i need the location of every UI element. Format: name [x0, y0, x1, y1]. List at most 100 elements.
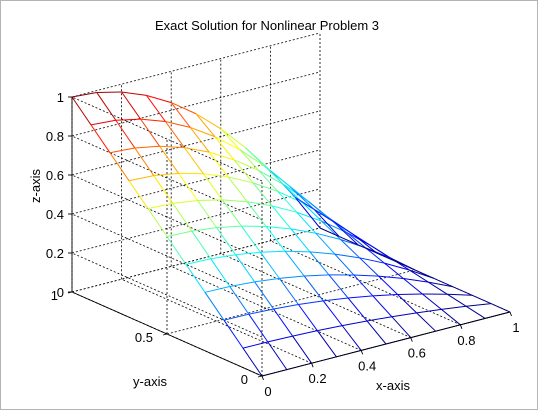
surface-line — [170, 102, 191, 128]
surface-line — [260, 250, 286, 253]
surface-line — [254, 277, 280, 283]
surface-line — [313, 209, 334, 222]
x-tick — [410, 337, 413, 342]
surface-line — [292, 330, 318, 337]
surface-line — [465, 305, 486, 319]
surface-line — [121, 91, 147, 96]
surface-line — [317, 325, 343, 332]
surface-line — [195, 113, 222, 130]
grid-line — [71, 174, 263, 260]
surface-line — [248, 313, 269, 343]
surface-line — [296, 211, 322, 222]
surface-line — [214, 136, 235, 161]
surface-line — [359, 257, 385, 264]
surface-line — [397, 293, 423, 296]
surface-line — [229, 286, 250, 315]
surface-line — [228, 176, 254, 184]
surface-line — [351, 233, 372, 247]
surface-line — [145, 95, 166, 122]
surface-line — [391, 316, 412, 338]
surface-line — [296, 211, 317, 234]
surface-line — [147, 202, 173, 210]
surface-line — [115, 118, 141, 121]
surface-line — [313, 209, 340, 237]
surface-line — [309, 251, 335, 255]
surface-line — [172, 199, 198, 204]
surface-line — [190, 126, 216, 138]
grid-line — [171, 266, 362, 351]
grid-line — [166, 269, 416, 335]
surface-line — [214, 136, 241, 151]
x-tick — [261, 375, 264, 381]
surface-line — [184, 147, 210, 153]
surface-line — [220, 128, 246, 149]
surface-line — [452, 286, 473, 296]
surface-line — [416, 312, 436, 332]
y-tick-label: 1 — [51, 288, 58, 303]
surface-line — [239, 149, 260, 171]
surface-line — [242, 341, 268, 349]
surface-line — [308, 201, 328, 218]
surface-line — [165, 121, 191, 128]
surface-line — [191, 227, 217, 232]
y-axis-label: y-axis — [133, 374, 167, 389]
surface-line — [346, 231, 366, 249]
x-tick-label: 0.6 — [408, 346, 426, 361]
surface-line — [471, 294, 492, 305]
surface-line — [239, 149, 265, 167]
surface-line — [227, 176, 248, 203]
surface-line — [359, 257, 379, 277]
surface-line — [166, 230, 192, 237]
surface-line — [366, 316, 392, 322]
grid-line — [71, 149, 321, 215]
surface-line — [235, 251, 261, 256]
surface-line — [191, 230, 212, 260]
grid-line — [270, 240, 461, 326]
surface-line — [208, 151, 229, 178]
surface-line — [271, 205, 297, 213]
surface-line — [376, 252, 397, 263]
x-tick-label: 0.4 — [358, 358, 376, 373]
surface-line — [134, 145, 160, 149]
surface-line — [128, 175, 154, 182]
surface-line — [297, 304, 318, 331]
surface-line — [384, 262, 404, 279]
surface-line — [146, 94, 172, 104]
surface-line — [366, 320, 387, 345]
surface-line — [273, 308, 294, 337]
surface-line — [466, 303, 492, 307]
surface-line — [204, 286, 230, 293]
surface-line — [166, 236, 187, 265]
surface-line — [221, 199, 242, 227]
surface-line — [372, 295, 393, 318]
surface-line — [370, 245, 391, 259]
surface-line — [71, 96, 92, 126]
surface-line — [258, 170, 284, 185]
surface-line — [140, 118, 161, 147]
surface-line — [433, 277, 454, 288]
x-tick-label: 1 — [512, 320, 519, 335]
surface-line — [109, 152, 130, 181]
surface-line — [271, 205, 292, 230]
x-tick — [311, 363, 314, 368]
x-tick-label: 0 — [264, 384, 271, 399]
surface-line — [223, 319, 244, 349]
grid-line — [71, 32, 321, 98]
surface-line — [365, 247, 385, 264]
surface-line — [338, 235, 359, 246]
surface-line — [315, 232, 341, 240]
surface-line — [351, 233, 378, 254]
surface-line — [289, 185, 309, 202]
surface-line — [341, 325, 362, 351]
z-tick-label: 1 — [57, 90, 64, 105]
grid-line — [71, 96, 263, 182]
surface-line — [185, 264, 206, 293]
surface-line — [294, 197, 321, 229]
surface-line — [164, 121, 185, 148]
grid-line — [71, 110, 321, 176]
surface-line — [403, 278, 423, 295]
surface-line — [403, 278, 429, 283]
surface-line — [273, 304, 299, 310]
